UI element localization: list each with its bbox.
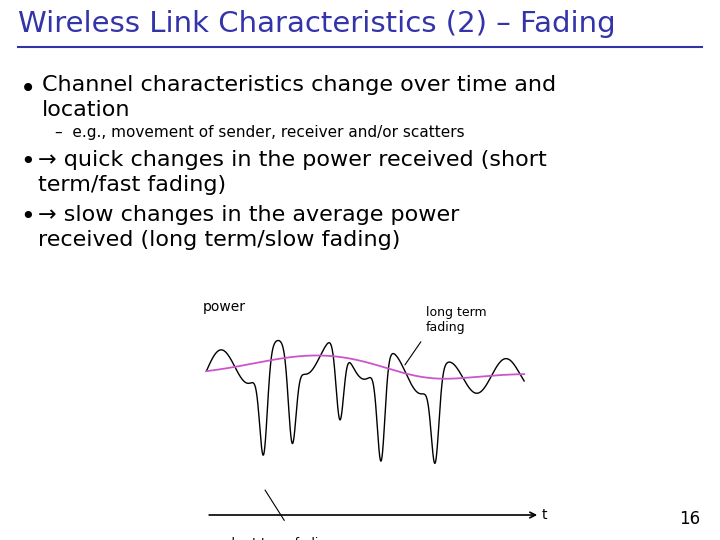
Text: → slow changes in the average power: → slow changes in the average power (38, 205, 459, 225)
Text: •: • (20, 75, 36, 103)
Text: t: t (541, 508, 547, 522)
Text: → quick changes in the power received (short: → quick changes in the power received (s… (38, 150, 546, 170)
Text: short term fading: short term fading (225, 537, 334, 540)
Text: location: location (42, 100, 130, 120)
Text: –  e.g., movement of sender, receiver and/or scatters: – e.g., movement of sender, receiver and… (55, 125, 464, 140)
Text: term/fast fading): term/fast fading) (38, 175, 226, 195)
Text: received (long term/slow fading): received (long term/slow fading) (38, 230, 400, 250)
Text: •: • (20, 150, 35, 174)
Text: power: power (203, 300, 246, 314)
Text: 16: 16 (679, 510, 700, 528)
Text: Channel characteristics change over time and: Channel characteristics change over time… (42, 75, 556, 95)
Text: •: • (20, 205, 35, 229)
Text: long term
fading: long term fading (426, 306, 486, 334)
Text: Wireless Link Characteristics (2) – Fading: Wireless Link Characteristics (2) – Fadi… (18, 10, 616, 38)
